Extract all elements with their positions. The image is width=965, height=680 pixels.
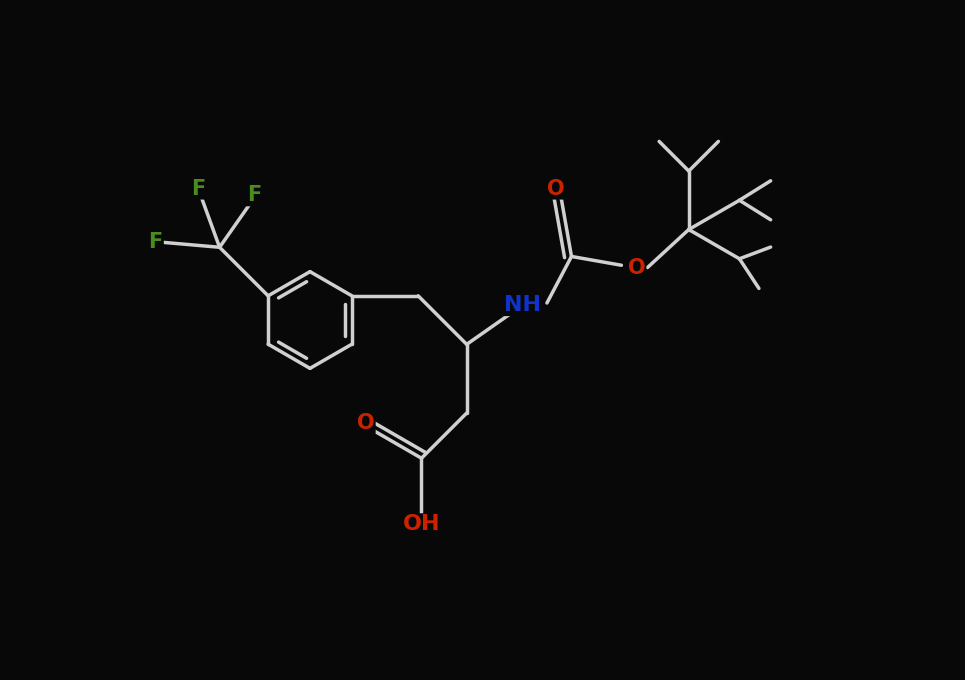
Text: F: F xyxy=(191,179,206,199)
Text: O: O xyxy=(547,179,565,199)
Text: F: F xyxy=(149,233,163,252)
Text: OH: OH xyxy=(402,514,440,534)
Text: NH: NH xyxy=(505,295,541,315)
Text: O: O xyxy=(357,413,374,433)
Text: F: F xyxy=(247,185,261,205)
Text: O: O xyxy=(627,258,646,277)
